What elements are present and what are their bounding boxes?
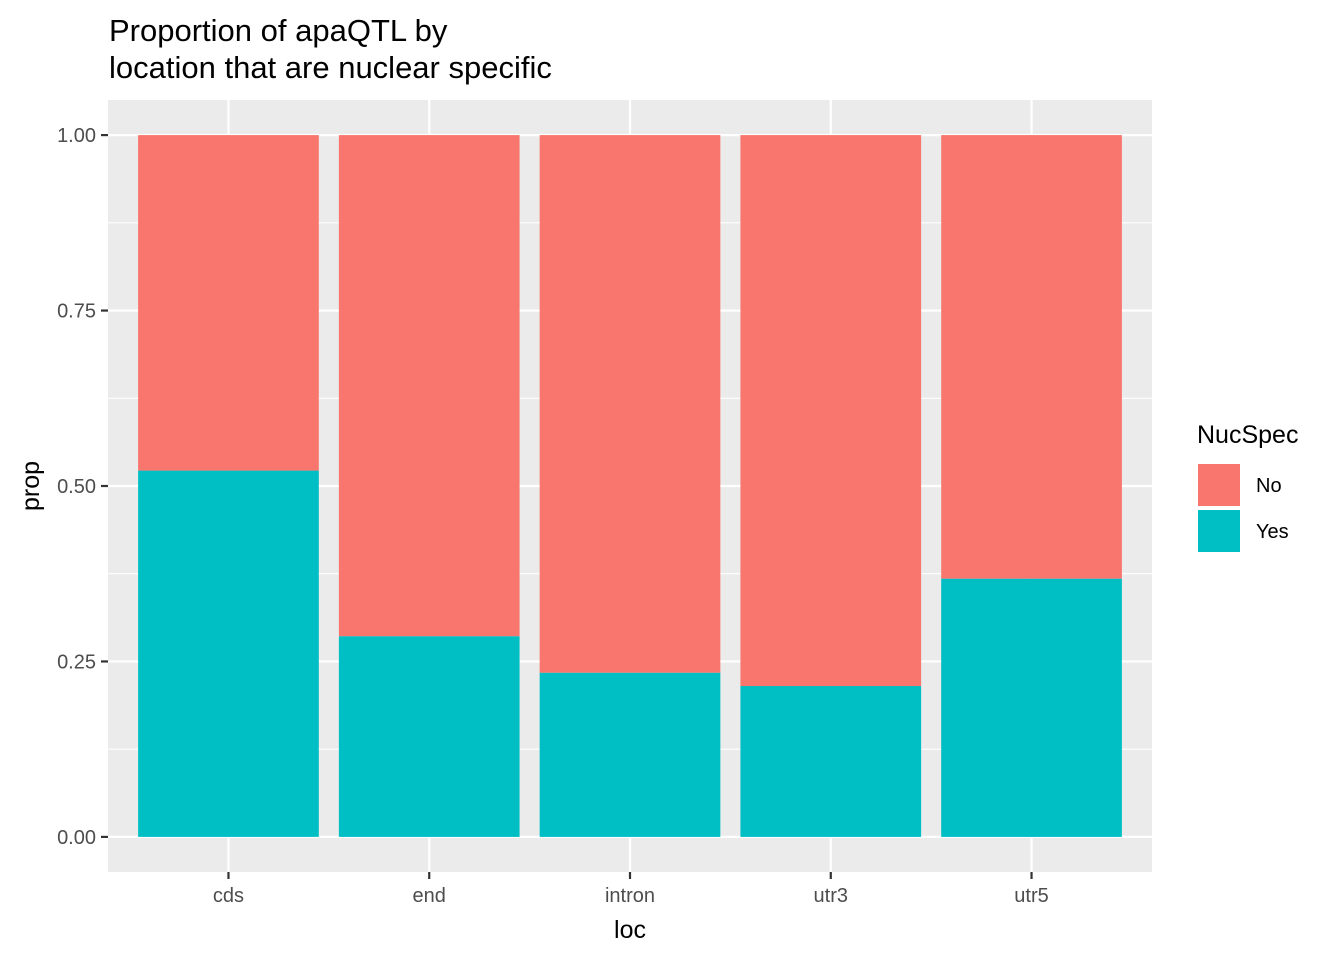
bar-end-yes xyxy=(338,636,520,837)
chart-title-line-2: location that are nuclear specific xyxy=(109,50,552,85)
y-tick-label: 1.00 xyxy=(57,125,96,147)
bar-end-no xyxy=(338,135,520,637)
x-tick-label: utr5 xyxy=(1014,885,1048,907)
y-axis: 0.00 0.25 0.50 0.75 1.00 xyxy=(57,125,108,849)
y-axis-title: prop xyxy=(17,461,45,511)
legend-label-yes: Yes xyxy=(1256,521,1289,543)
y-tick-label: 0.50 xyxy=(57,476,96,498)
y-tick-label: 0.00 xyxy=(57,827,96,849)
bar-utr5-yes xyxy=(941,578,1122,837)
legend-key-yes xyxy=(1198,510,1240,552)
x-tick-label: end xyxy=(413,885,446,907)
y-tick-label: 0.75 xyxy=(57,301,96,323)
x-tick-label: cds xyxy=(213,885,244,907)
x-tick-label: intron xyxy=(605,885,655,907)
legend-entries: No Yes xyxy=(1198,464,1289,552)
x-axis: cds end intron utr3 utr5 xyxy=(213,872,1049,907)
x-tick-label: utr3 xyxy=(814,885,848,907)
bars xyxy=(138,135,1122,837)
bar-intron-no xyxy=(539,135,721,673)
bar-cds-yes xyxy=(138,470,319,837)
legend-label-no: No xyxy=(1256,475,1282,497)
bar-cds-no xyxy=(138,135,319,471)
chart-title-line-1: Proportion of apaQTL by xyxy=(109,13,448,48)
bar-intron-yes xyxy=(539,672,721,837)
legend-title: NucSpec xyxy=(1197,421,1298,449)
bar-utr3-yes xyxy=(740,686,922,837)
bar-utr3-no xyxy=(740,135,922,687)
y-tick-label: 0.25 xyxy=(57,651,96,673)
bar-utr5-no xyxy=(941,135,1122,579)
legend: NucSpec No Yes xyxy=(1197,421,1298,552)
legend-key-no xyxy=(1198,464,1240,506)
x-axis-title: loc xyxy=(614,916,646,944)
